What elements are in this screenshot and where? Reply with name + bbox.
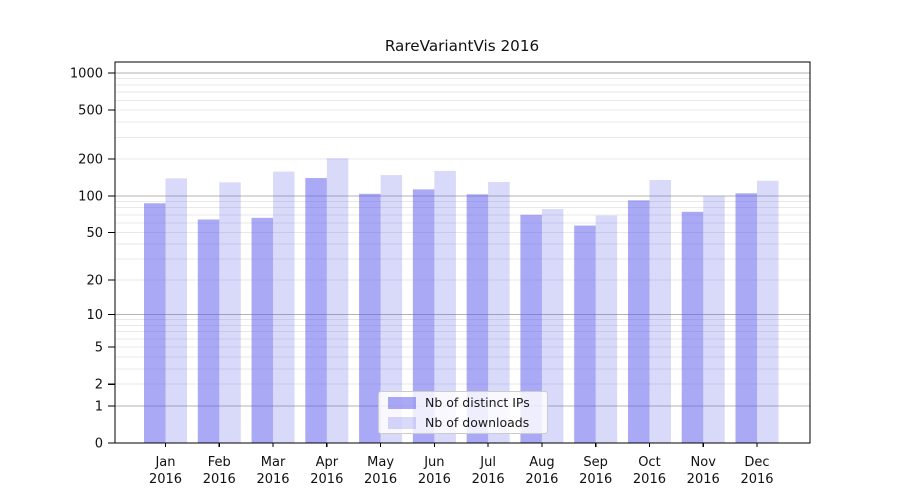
- x-tick-label: Jan: [154, 455, 175, 470]
- bar-downloads-jan: [165, 178, 187, 444]
- x-tick-label: Oct: [638, 455, 660, 470]
- chart-title: RareVariantVis 2016: [385, 37, 539, 55]
- legend-swatch-ips: [388, 396, 416, 409]
- y-tick-label: 20: [86, 273, 103, 288]
- bar-downloads-feb: [219, 182, 241, 444]
- x-tick-label: Dec: [744, 455, 769, 470]
- legend-item-distinct-ips: Nb of distinct IPs: [388, 395, 538, 411]
- bar-ips-aug: [520, 214, 542, 443]
- bar-ips-jan: [144, 203, 166, 443]
- y-tick-label: 200: [78, 153, 103, 168]
- x-tick-year-label: 2016: [418, 472, 451, 487]
- x-tick-label: Jun: [423, 455, 444, 470]
- x-tick-year-label: 2016: [579, 472, 612, 487]
- x-tick-year-label: 2016: [525, 472, 558, 487]
- y-tick-label: 2: [95, 378, 103, 393]
- bar-downloads-aug: [541, 209, 564, 443]
- y-tick-label: 5: [95, 341, 103, 356]
- legend-label: Nb of downloads: [425, 414, 530, 430]
- legend-swatch-downloads: [388, 416, 416, 429]
- plot-border: [114, 61, 811, 444]
- bar-ips-jun: [412, 189, 435, 443]
- bar-downloads-jul: [488, 181, 510, 443]
- bar-ips-may: [359, 193, 381, 443]
- x-tick-label: Feb: [208, 455, 231, 470]
- y-tick-label: 100: [78, 189, 103, 204]
- bar-ips-feb: [197, 219, 220, 443]
- x-tick-year-label: 2016: [687, 472, 720, 487]
- bar-downloads-oct: [649, 179, 671, 444]
- x-tick-year-label: 2016: [472, 472, 505, 487]
- bar-ips-sep: [574, 225, 596, 443]
- legend-label: Nb of distinct IPs: [425, 394, 530, 410]
- bar-downloads-dec: [757, 180, 779, 444]
- x-tick-year-label: 2016: [364, 472, 397, 487]
- bar-downloads-jun: [434, 170, 456, 443]
- bar-downloads-apr: [326, 158, 349, 443]
- x-axis: Jan 2016 Feb 2016 Mar 2016 Apr 2016 May 2016 Jun 20…: [149, 443, 774, 487]
- axes-spines: [114, 61, 811, 444]
- y-tick-label: 1: [95, 399, 103, 414]
- legend: Nb of distinct IPs Nb of downloads: [378, 391, 548, 434]
- x-tick-label: Nov: [691, 455, 717, 470]
- x-tick-year-label: 2016: [740, 472, 773, 487]
- x-tick-label: Jul: [479, 455, 496, 470]
- x-tick-year-label: 2016: [203, 472, 236, 487]
- x-tick-year-label: 2016: [310, 472, 343, 487]
- bar-ips-nov: [681, 211, 704, 443]
- y-tick-label: 10: [86, 308, 103, 323]
- x-tick-label: Sep: [583, 455, 608, 470]
- x-tick-year-label: 2016: [633, 472, 666, 487]
- bar-downloads-sep: [595, 215, 618, 443]
- bar-ips-jul: [466, 194, 489, 443]
- bar-ips-apr: [305, 178, 327, 443]
- y-axis: 0 1 2 5 10 20 50 100 200 500 1000: [70, 67, 115, 452]
- bar-downloads-mar: [273, 171, 295, 443]
- bar-ips-dec: [735, 193, 758, 443]
- legend-item-downloads: Nb of downloads: [388, 415, 538, 431]
- y-tick-label: 50: [86, 226, 103, 241]
- x-tick-year-label: 2016: [149, 472, 182, 487]
- bar-downloads-nov: [703, 196, 725, 443]
- x-tick-year-label: 2016: [256, 472, 289, 487]
- bars: [144, 158, 779, 444]
- bar-ips-mar: [251, 217, 274, 443]
- x-tick-label: Aug: [529, 455, 554, 470]
- x-tick-label: Apr: [316, 455, 339, 470]
- y-tick-label: 0: [95, 437, 103, 452]
- y-tick-label: 1000: [70, 67, 103, 82]
- bar-ips-oct: [627, 200, 650, 443]
- x-tick-label: Mar: [261, 455, 286, 470]
- y-tick-label: 500: [78, 104, 103, 119]
- x-tick-label: May: [367, 455, 394, 470]
- bar-downloads-may: [380, 175, 403, 443]
